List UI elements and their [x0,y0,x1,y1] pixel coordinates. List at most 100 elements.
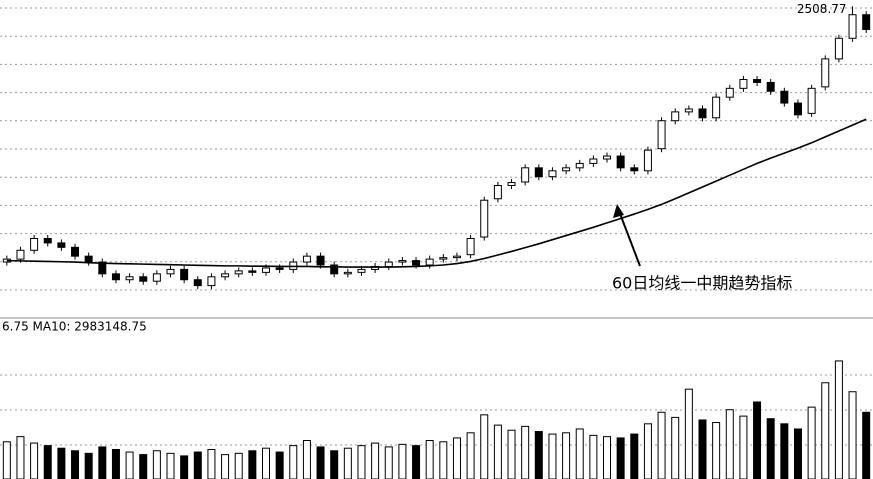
volume-bar [111,448,120,479]
candle-body [821,58,830,88]
volume-bar [780,423,789,479]
volume-bar [330,450,339,479]
volume-bar [152,450,161,479]
volume-bar [480,414,489,479]
candle-body [452,255,461,259]
candle-body [425,258,434,266]
candle-body [616,155,625,169]
candle-body [671,111,680,122]
candle-body [84,255,93,263]
candle-body [507,182,516,187]
candle-body [480,199,489,238]
volume-bar [698,419,707,479]
candle-body [439,257,448,260]
volume-bar [207,448,216,479]
candle-body [71,246,80,257]
candle-body [793,102,802,116]
volume-bar [793,428,802,479]
candle-body [848,14,857,39]
candle-body [111,273,120,281]
candle-body [16,249,25,260]
volume-bar [316,446,325,479]
volume-bar [425,440,434,479]
candle-body [534,167,543,178]
candle-body [862,14,871,30]
volume-bar [343,447,352,479]
volume-bar [2,441,11,479]
candle-body [330,264,339,275]
volume-bar [261,447,270,479]
volume-bar [766,418,775,479]
volume-bar [712,422,721,479]
volume-bar [289,445,298,479]
volume-bar [493,424,502,479]
volume-bar [862,411,871,479]
volume-bar [684,388,693,479]
candle-body [275,267,284,270]
volume-bar [725,409,734,479]
volume-label: 6.75 MA10: 2983148.75 [2,320,147,334]
candle-body [221,273,230,278]
volume-bar [739,415,748,479]
candle-body [248,270,257,273]
volume-bar [139,454,148,479]
volume-bar [98,446,107,479]
volume-bar [534,431,543,479]
candle-body [562,167,571,172]
candle-body [207,276,216,287]
volume-bar [84,452,93,479]
candle-body [466,238,475,256]
volume-bar [248,450,257,479]
arrow-shaft [618,210,641,267]
volume-bar [193,451,202,479]
candle-body [412,260,421,266]
volume-bar [412,445,421,479]
candle-body [698,108,707,119]
volume-bar [848,391,857,479]
candle-body [234,270,243,275]
volume-bar [16,436,25,479]
candle-body [630,167,639,172]
volume-bar [302,440,311,479]
candle-body [807,87,816,114]
candle-body [603,155,612,160]
volume-bar [384,446,393,479]
volume-bar [834,360,843,479]
volume-bar [821,382,830,479]
candle-body [834,37,843,60]
candle-body [57,242,66,248]
volume-bar [57,447,66,479]
candle-body [575,162,584,169]
candle-body [766,81,775,92]
candle-body [302,255,311,263]
candle-body [98,261,107,275]
volume-bar [43,445,52,479]
volume-bar [166,452,175,479]
candle-body [316,255,325,266]
candle-body [643,149,652,172]
volume-bar [221,454,230,479]
volume-bar [507,429,516,479]
annotation: 60日均线一中期趋势指标 [612,274,792,293]
candle-body [684,108,693,113]
candle-body [180,268,189,281]
candle-body [739,79,748,89]
candle-body [398,260,407,263]
arrow-head [613,204,624,218]
candle-body [493,185,502,200]
volume-bar [603,436,612,479]
volume-bar [671,416,680,479]
candle-body [139,276,148,282]
candle-body [384,261,393,267]
volume-bar [643,423,652,479]
volume-bar [616,437,625,479]
candle-body [657,120,666,150]
candle-body [725,87,734,98]
volume-bar [125,451,134,479]
candle-body [261,267,270,273]
candle-body [357,268,366,273]
volume-bar [452,437,461,479]
candle-body [193,279,202,287]
volume-bar [180,455,189,479]
